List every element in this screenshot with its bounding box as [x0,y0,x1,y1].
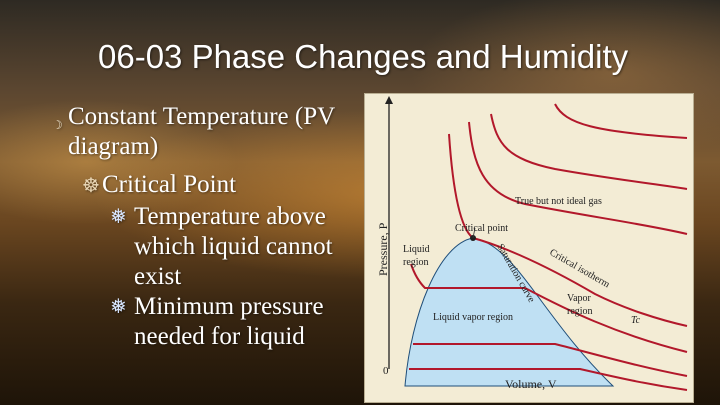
snowflake-bullet-icon: ❅ [110,206,127,228]
isotherm-above-2 [490,113,688,190]
tc-label: Tc [631,315,641,326]
vapor-region-label-1: Vapor [567,293,592,304]
bullet-level3-item: ❅ Minimum pressure needed for liquid [110,292,370,352]
liquid-vapor-region-label: Liquid vapor region [433,312,513,323]
y-axis-arrow [385,96,393,104]
isotherm-mid [413,343,688,377]
critical-point-label: Critical point [455,223,508,234]
y-axis-label: Pressure, P [376,222,390,276]
bullet-level1-text: Constant Temperature (PV diagram) [68,103,335,160]
bullet-level1: ☽ Constant Temperature (PV diagram) [52,102,352,162]
bullet-level2: ☸Critical Point [82,170,236,201]
isotherm-low [409,368,688,391]
x-axis-label: Volume, V [505,377,557,391]
bullet-level3-text: Temperature above which liquid cannot ex… [134,203,333,290]
wheel-bullet-icon: ☸ [82,175,100,197]
bullet-level3-text: Minimum pressure needed for liquid [134,293,324,350]
pv-diagram-svg: Pressure, P 0 Volume, V True but not ide… [376,96,688,391]
isotherm-above-1 [468,121,688,235]
ideal-gas-label: True but not ideal gas [515,196,602,207]
vapor-region-label-2: region [567,306,593,317]
pv-diagram: Pressure, P 0 Volume, V True but not ide… [364,93,694,403]
isotherm-high [410,263,688,353]
critical-isotherm [448,133,688,327]
liquid-region-label-1: Liquid [403,244,430,255]
origin-label: 0 [383,365,389,377]
isotherm-above-3 [554,103,688,139]
bullet-level2-text: Critical Point [102,171,237,198]
snowflake-bullet-icon: ❅ [110,296,127,318]
moon-bullet-icon: ☽ [52,118,63,132]
liquid-region-label-2: region [403,257,429,268]
bullet-level3-item: ❅ Temperature above which liquid cannot … [110,202,370,292]
critical-isotherm-label: Critical isotherm [548,247,612,290]
slide-title: 06-03 Phase Changes and Humidity [98,38,629,75]
